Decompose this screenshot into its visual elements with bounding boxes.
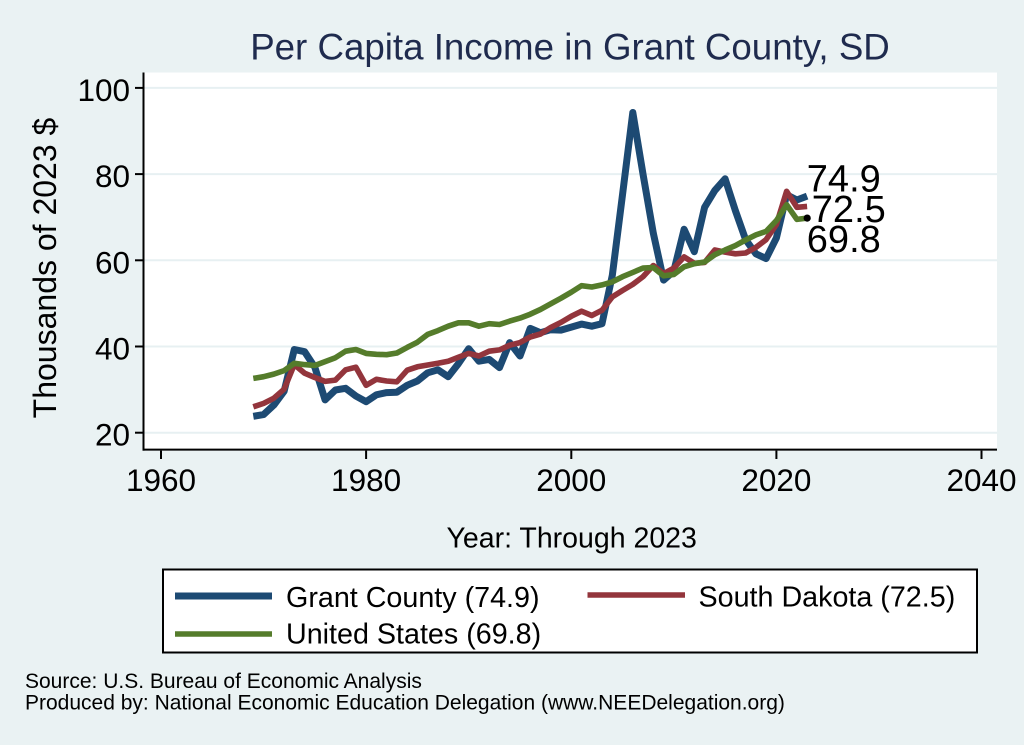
svg-text:72.5: 72.5 (812, 189, 886, 231)
svg-text:40: 40 (95, 331, 130, 367)
svg-text:80: 80 (95, 158, 130, 194)
svg-text:100: 100 (77, 72, 130, 108)
svg-text:Produced by: National Economic: Produced by: National Economic Education… (25, 691, 785, 714)
svg-text:20: 20 (95, 417, 130, 453)
svg-text:Grant County (74.9): Grant County (74.9) (286, 582, 540, 614)
svg-text:1980: 1980 (331, 462, 401, 498)
svg-text:Year: Through 2023: Year: Through 2023 (447, 523, 697, 555)
svg-text:60: 60 (95, 244, 130, 280)
svg-text:Thousands of 2023 $: Thousands of 2023 $ (27, 117, 63, 418)
svg-text:United States (69.8): United States (69.8) (286, 618, 541, 650)
svg-text:South Dakota (72.5): South Dakota (72.5) (699, 581, 956, 613)
svg-text:2020: 2020 (741, 462, 811, 498)
svg-text:2000: 2000 (536, 462, 606, 498)
svg-text:Per Capita Income in Grant Cou: Per Capita Income in Grant County, SD (250, 27, 890, 68)
svg-text:74.9: 74.9 (807, 159, 881, 201)
svg-text:2040: 2040 (946, 462, 1016, 498)
svg-text:1960: 1960 (126, 462, 196, 498)
svg-text:Source: U.S. Bureau of Economi: Source: U.S. Bureau of Economic Analysis (25, 670, 422, 693)
svg-text:69.8: 69.8 (807, 219, 881, 261)
